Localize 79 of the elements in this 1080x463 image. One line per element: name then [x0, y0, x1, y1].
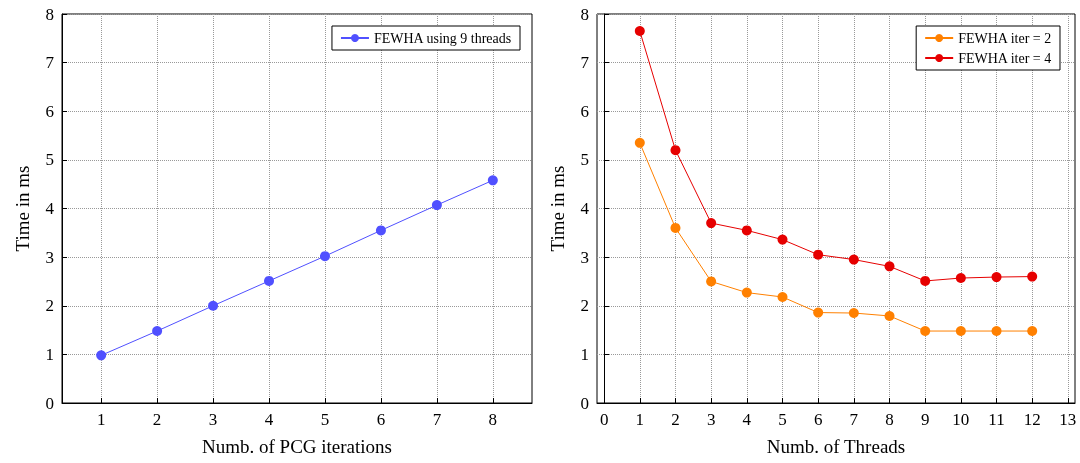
y-tick-label: 7 — [45, 53, 55, 73]
y-tick-label: 6 — [45, 101, 54, 121]
legend-label: FEWHA iter = 2 — [958, 30, 1052, 46]
x-axis-title: Numb. of Threads — [766, 436, 906, 457]
x-tick-label: 0 — [599, 410, 609, 429]
x-tick-label: 11 — [988, 410, 1005, 429]
x-tick-label: 1 — [96, 410, 106, 429]
point — [152, 326, 163, 337]
y-tick-label: 2 — [45, 296, 54, 316]
point — [319, 251, 330, 262]
y-tick-label: 0 — [580, 393, 589, 413]
y-tick-label: 2 — [580, 296, 589, 316]
point — [670, 145, 681, 156]
x-tick-label: 5 — [778, 410, 787, 429]
y-tick-label: 8 — [580, 4, 589, 24]
y-tick-label: 0 — [45, 393, 54, 413]
y-tick-label: 4 — [580, 199, 590, 218]
point — [920, 275, 931, 286]
point — [1027, 326, 1038, 337]
point — [777, 292, 788, 302]
x-tick-label: 9 — [920, 410, 930, 429]
point — [487, 175, 498, 186]
x-axis-title: Numb. of PCG iterations — [202, 436, 392, 457]
point — [264, 275, 275, 286]
x-tick-label: 2 — [152, 410, 162, 429]
point — [375, 225, 386, 236]
point — [920, 326, 931, 337]
point — [96, 350, 107, 361]
point — [706, 276, 717, 287]
point — [813, 307, 824, 318]
point — [741, 225, 752, 236]
x-tick-label: 3 — [706, 410, 716, 429]
x-tick-label: 8 — [885, 410, 894, 429]
point — [634, 26, 645, 37]
y-axis-title: Time in ms — [547, 165, 568, 252]
point — [991, 272, 1002, 283]
x-tick-label: 1 — [635, 410, 645, 429]
y-tick-label: 5 — [580, 150, 589, 170]
x-tick-label: 4 — [742, 410, 752, 429]
point — [991, 326, 1002, 337]
point — [884, 310, 895, 321]
x-tick-label: 13 — [1059, 410, 1077, 429]
y-tick-label: 1 — [580, 344, 589, 364]
y-axis-title: Time in ms — [12, 165, 33, 252]
point — [848, 254, 859, 265]
point — [777, 234, 788, 245]
y-tick-label: 3 — [45, 247, 54, 267]
x-tick-label: 12 — [1023, 410, 1041, 429]
point — [741, 287, 752, 298]
legend-label: FEWHA using 9 threads — [373, 30, 512, 46]
x-tick-label: 6 — [376, 410, 386, 429]
x-tick-label: 10 — [952, 410, 970, 429]
y-tick-label: 8 — [45, 4, 54, 24]
x-tick-label: 6 — [813, 410, 823, 429]
point — [813, 249, 824, 260]
y-tick-label: 7 — [580, 53, 590, 73]
y-tick-label: 1 — [45, 344, 54, 364]
x-tick-label: 3 — [208, 410, 218, 429]
y-tick-label: 3 — [580, 247, 589, 267]
point — [955, 326, 966, 337]
y-tick-label: 4 — [45, 199, 55, 218]
point — [634, 137, 645, 148]
point — [431, 200, 442, 211]
point — [884, 261, 895, 272]
x-tick-label: 8 — [488, 410, 498, 429]
x-tick-label: 7 — [432, 410, 442, 429]
legend-label: FEWHA iter = 4 — [958, 50, 1052, 66]
x-tick-label: 5 — [320, 410, 330, 429]
point — [706, 218, 717, 229]
x-tick-label: 2 — [671, 410, 680, 429]
x-tick-label: 4 — [264, 410, 274, 429]
point — [670, 222, 681, 233]
point — [208, 300, 219, 311]
y-tick-label: 5 — [45, 150, 54, 170]
point — [955, 273, 966, 284]
y-tick-label: 6 — [580, 101, 589, 121]
x-tick-label: 7 — [849, 410, 859, 429]
point — [1027, 271, 1038, 282]
point — [848, 308, 859, 319]
